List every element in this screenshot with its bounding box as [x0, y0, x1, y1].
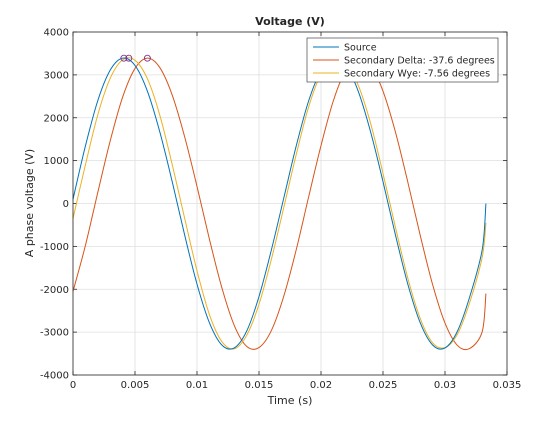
x-tick-label: 0.025 [369, 380, 398, 391]
x-tick-label: 0.02 [310, 380, 332, 391]
x-axis-label: Time (s) [267, 394, 313, 407]
series-line-2 [72, 57, 487, 350]
x-tick-label: 0 [70, 380, 76, 391]
x-tick-label: 0.015 [245, 380, 274, 391]
y-tick-label: 0 [63, 199, 69, 210]
y-tick-labels: -4000 -3000 -2000 -1000 0 1000 2000 3000 4000 [40, 28, 69, 382]
y-tick-label: -4000 [40, 371, 69, 382]
y-tick-label: 1000 [44, 156, 69, 167]
y-axis-label: A phase voltage (V) [23, 149, 36, 257]
peak-marker [143, 54, 151, 62]
x-tick-label: 0.035 [493, 380, 522, 391]
series-line-0 [72, 57, 487, 350]
y-tick-label: 4000 [44, 28, 69, 39]
y-tick-label: -2000 [40, 285, 69, 296]
chart-title: Voltage (V) [255, 15, 325, 28]
legend: Source Secondary Delta: -37.6 degrees Seco… [306, 37, 499, 83]
legend-label-0: Source [344, 43, 377, 54]
peak-markers [120, 54, 151, 62]
peak-marker [125, 54, 133, 62]
legend-label-2: Secondary Wye: -7.56 degrees [344, 69, 490, 80]
legend-label-1: Secondary Delta: -37.6 degrees [344, 56, 495, 67]
y-tick-label: -1000 [40, 242, 69, 253]
series-line-1 [72, 57, 487, 351]
y-tick-label: -3000 [40, 328, 69, 339]
peak-marker [120, 54, 128, 62]
x-tick-labels: 0 0.005 0.01 0.015 0.02 0.025 0.03 0.035 [70, 380, 522, 391]
plot-frame [72, 31, 508, 376]
x-tick-label: 0.005 [121, 380, 150, 391]
series-lines [72, 57, 487, 351]
x-tick-label: 0.03 [434, 380, 456, 391]
y-tick-label: 3000 [44, 70, 69, 81]
y-tick-label: 2000 [44, 113, 69, 124]
x-tick-label: 0.01 [186, 380, 208, 391]
